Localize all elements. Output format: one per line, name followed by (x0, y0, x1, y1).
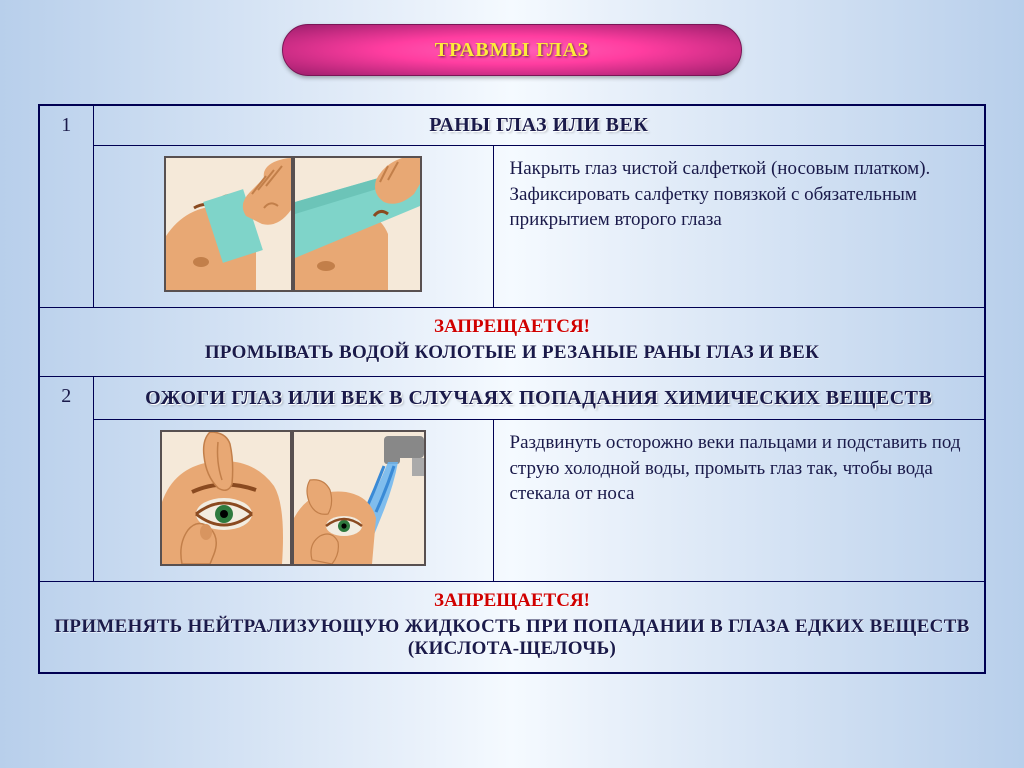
row2-header-cell: ОЖОГИ ГЛАЗ ИЛИ ВЕК В СЛУЧАЯХ ПОПАДАНИЯ Х… (93, 377, 985, 420)
row1-image-cell (93, 146, 493, 308)
row2-header: ОЖОГИ ГЛАЗ ИЛИ ВЕК В СЛУЧАЯХ ПОПАДАНИЯ Х… (94, 385, 985, 411)
page-title: ТРАВМЫ ГЛАЗ (435, 39, 589, 62)
row2-warn-text: ПРИМЕНЯТЬ НЕЙТРАЛИЗУЮЩУЮ ЖИДКОСТЬ ПРИ ПО… (54, 616, 970, 660)
row1-header-cell: РАНЫ ГЛАЗ ИЛИ ВЕК (93, 105, 985, 146)
row1-header: РАНЫ ГЛАЗ ИЛИ ВЕК (94, 114, 985, 137)
row1-description: Накрыть глаз чистой салфеткой (носовым п… (493, 146, 985, 308)
row2-number: 2 (39, 377, 93, 582)
content-table: 1 РАНЫ ГЛАЗ ИЛИ ВЕК (38, 104, 986, 674)
row2-warn-label: ЗАПРЕЩАЕТСЯ! (54, 590, 970, 612)
row2-warning-cell: ЗАПРЕЩАЕТСЯ! ПРИМЕНЯТЬ НЕЙТРАЛИЗУЮЩУЮ ЖИ… (39, 582, 985, 674)
row2-description: Раздвинуть осторожно веки пальцами и под… (493, 420, 985, 582)
row1-illustration (164, 156, 422, 292)
row2-image-cell (93, 420, 493, 582)
row1-warning-cell: ЗАПРЕЩАЕТСЯ! ПРОМЫВАТЬ ВОДОЙ КОЛОТЫЕ И Р… (39, 308, 985, 377)
row1-number: 1 (39, 105, 93, 308)
row1-warn-text: ПРОМЫВАТЬ ВОДОЙ КОЛОТЫЕ И РЕЗАНЫЕ РАНЫ Г… (54, 342, 970, 364)
row2-illustration (160, 430, 426, 566)
title-pill: ТРАВМЫ ГЛАЗ (282, 24, 742, 76)
row1-warn-label: ЗАПРЕЩАЕТСЯ! (54, 316, 970, 338)
